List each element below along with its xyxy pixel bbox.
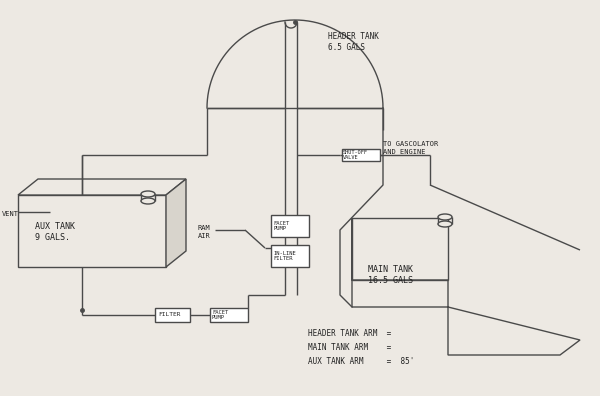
Text: FACET
PUMP: FACET PUMP (212, 310, 228, 320)
Polygon shape (166, 179, 186, 267)
Text: AUX TANK ARM     =  85': AUX TANK ARM = 85' (308, 358, 415, 367)
Polygon shape (207, 20, 383, 108)
Bar (342, 149, 380, 161)
Bar (210, 308, 248, 322)
Polygon shape (352, 218, 580, 355)
Text: AUX TANK
9 GALS.: AUX TANK 9 GALS. (35, 222, 75, 242)
Polygon shape (18, 179, 186, 195)
Ellipse shape (438, 214, 452, 220)
Text: HEADER TANK ARM  =: HEADER TANK ARM = (308, 329, 391, 339)
Text: HEADER TANK
6.5 GALS: HEADER TANK 6.5 GALS (328, 32, 379, 52)
Text: FILTER: FILTER (158, 312, 181, 318)
Bar (155, 308, 190, 322)
Bar (18, 195, 166, 267)
Text: SHUT-OFF
VALVE: SHUT-OFF VALVE (343, 150, 368, 160)
Ellipse shape (141, 198, 155, 204)
Ellipse shape (438, 221, 452, 227)
Text: TO GASCOLATOR
AND ENGINE: TO GASCOLATOR AND ENGINE (383, 141, 438, 154)
Text: RAM
AIR: RAM AIR (198, 225, 211, 238)
Text: IN-LINE
FILTER: IN-LINE FILTER (273, 251, 296, 261)
Bar (271, 245, 309, 267)
Ellipse shape (141, 191, 155, 197)
Bar (271, 215, 309, 237)
Text: FACET
PUMP: FACET PUMP (273, 221, 289, 231)
Text: MAIN TANK
16.5 GALS: MAIN TANK 16.5 GALS (368, 265, 413, 285)
Text: MAIN TANK ARM    =: MAIN TANK ARM = (308, 343, 391, 352)
Text: VENT: VENT (2, 211, 19, 217)
